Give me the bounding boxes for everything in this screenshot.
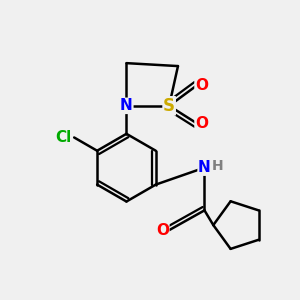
Text: O: O [156,224,169,238]
Text: O: O [195,78,208,93]
Text: S: S [163,97,175,115]
Text: Cl: Cl [55,130,71,145]
Text: O: O [195,116,208,131]
Text: H: H [212,159,224,173]
Text: N: N [198,160,211,175]
Text: N: N [120,98,133,113]
